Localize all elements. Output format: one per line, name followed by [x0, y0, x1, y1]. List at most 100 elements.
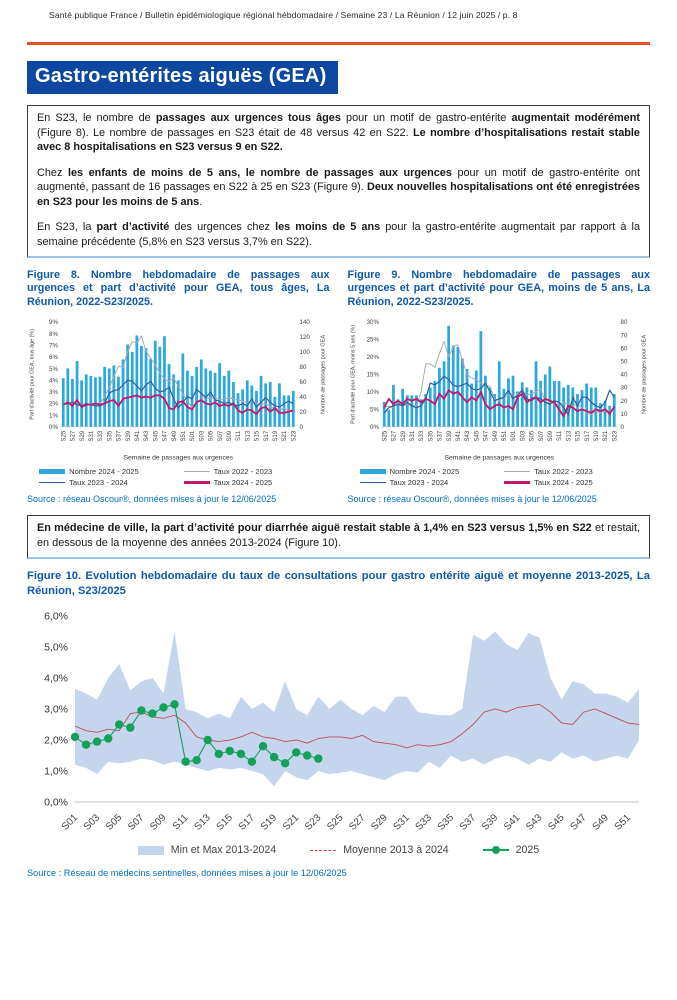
svg-text:140: 140 — [300, 320, 311, 327]
svg-text:S39: S39 — [126, 431, 132, 442]
svg-text:S51: S51 — [181, 431, 187, 442]
legend-item-bar: Nombre 2024 - 2025 — [39, 467, 179, 476]
svg-text:4,0%: 4,0% — [44, 673, 68, 685]
svg-text:30: 30 — [620, 385, 627, 392]
legend-item-area: Min et Max 2013-2024 — [137, 844, 276, 856]
ville-box: En médecine de ville, la part d’activité… — [27, 515, 650, 560]
svg-text:Part d'activité pour GEA, tous: Part d'activité pour GEA, tous âge (%) — [29, 329, 35, 420]
svg-text:S47: S47 — [568, 812, 589, 833]
svg-text:S01: S01 — [60, 812, 81, 833]
legend-label: Moyenne 2013 à 2024 — [343, 844, 449, 857]
svg-text:S39: S39 — [446, 431, 452, 442]
svg-text:S31: S31 — [392, 812, 413, 833]
legend-item-dash: Moyenne 2013 à 2024 — [310, 844, 449, 857]
svg-text:S09: S09 — [227, 431, 233, 442]
svg-text:S19: S19 — [273, 431, 279, 442]
svg-text:S37: S37 — [437, 431, 443, 442]
svg-text:S41: S41 — [456, 431, 462, 442]
svg-text:0: 0 — [300, 424, 304, 431]
svg-text:S27: S27 — [71, 431, 77, 442]
svg-text:S23: S23 — [303, 812, 324, 833]
svg-text:S49: S49 — [591, 812, 612, 833]
legend-label: Taux 2022 - 2023 — [534, 467, 593, 477]
svg-text:S11: S11 — [236, 431, 242, 442]
legend-swatch — [482, 846, 509, 855]
legend-item-line: Taux 2024 - 2025 — [504, 478, 638, 487]
legend-swatch — [39, 481, 66, 484]
svg-text:1%: 1% — [49, 413, 58, 420]
svg-text:S31: S31 — [410, 431, 416, 442]
svg-text:60: 60 — [300, 380, 307, 387]
svg-text:S45: S45 — [546, 812, 567, 833]
svg-text:S13: S13 — [192, 812, 213, 833]
figures-row: Figure 8. Nombre hebdomadaire de passage… — [27, 269, 650, 504]
svg-text:S45: S45 — [153, 431, 159, 442]
legend-item-line: Taux 2023 - 2024 — [359, 478, 500, 487]
svg-text:60: 60 — [620, 346, 627, 353]
svg-text:S01: S01 — [511, 431, 517, 442]
svg-text:S25: S25 — [382, 431, 388, 442]
svg-text:0,0%: 0,0% — [44, 797, 68, 809]
legend-label: Taux 2022 - 2023 — [213, 467, 273, 477]
svg-text:S39: S39 — [480, 812, 501, 833]
svg-text:S11: S11 — [557, 431, 563, 442]
svg-text:0: 0 — [620, 424, 624, 431]
svg-text:1,0%: 1,0% — [44, 766, 68, 778]
paragraph: Chez les enfants de moins de 5 ans, le n… — [37, 166, 641, 208]
svg-text:S29: S29 — [400, 431, 406, 442]
svg-text:2%: 2% — [49, 401, 58, 408]
fig10-chart: 0,0% 1,0% 2,0% 3,0% 4,0% 5,0% 6,0% S01 S03 S05 S07… — [44, 611, 640, 833]
svg-text:S31: S31 — [89, 431, 95, 442]
svg-text:S51: S51 — [613, 812, 634, 833]
legend-label: Taux 2023 - 2024 — [69, 478, 128, 488]
svg-text:S37: S37 — [458, 812, 479, 833]
legend-label: 2025 — [515, 844, 540, 857]
svg-text:S33: S33 — [414, 812, 435, 833]
svg-text:20: 20 — [300, 409, 307, 416]
fig8-chart: 0% 1% 2% 3% 4% 5% 6% 7% 8% 9% 0 20 40 60 80 100 120 140 S2… — [29, 320, 326, 463]
svg-text:120: 120 — [300, 335, 311, 342]
svg-text:S17: S17 — [584, 431, 590, 442]
svg-text:S09: S09 — [148, 812, 169, 833]
fig10-caption: Figure 10. Evolution hebdomadaire du tau… — [27, 570, 650, 597]
svg-text:Semaine de passages aux urgenc: Semaine de passages aux urgences — [444, 455, 554, 462]
figure9-block: Figure 9. Nombre hebdomadaire de passage… — [348, 269, 651, 504]
svg-text:50: 50 — [620, 359, 627, 366]
svg-text:S21: S21 — [603, 431, 609, 442]
svg-text:S49: S49 — [172, 431, 178, 442]
svg-text:S27: S27 — [347, 812, 368, 833]
fig9-source: Source : réseau Oscour®, données mises à… — [347, 494, 597, 505]
figure8-block: Figure 8. Nombre hebdomadaire de passage… — [27, 269, 330, 504]
svg-text:4%: 4% — [49, 378, 58, 385]
paragraph: En S23, la part d’activité des urgences … — [37, 221, 641, 248]
legend-label: Taux 2024 - 2025 — [534, 478, 593, 488]
legend-item-dot: 2025 — [482, 844, 540, 857]
svg-text:S17: S17 — [264, 431, 270, 442]
legend-swatch — [137, 845, 164, 855]
svg-text:100: 100 — [300, 350, 311, 357]
fig8-legend: Nombre 2024 - 2025 Taux 2022 - 2023 Taux 2… — [39, 467, 317, 487]
svg-text:S15: S15 — [215, 812, 236, 833]
svg-text:9%: 9% — [49, 320, 58, 327]
svg-text:40: 40 — [300, 395, 307, 402]
legend-item-line: Taux 2022 - 2023 — [504, 467, 638, 476]
legend-swatch — [359, 481, 386, 484]
fig10-source: Source : Réseau de médecins sentinelles,… — [27, 868, 347, 879]
svg-text:0%: 0% — [49, 424, 58, 431]
fig8-caption: Figure 8. Nombre hebdomadaire de passage… — [27, 269, 330, 308]
svg-text:S33: S33 — [98, 431, 104, 442]
svg-text:S13: S13 — [245, 431, 251, 442]
legend-swatch — [310, 849, 337, 851]
legend-item-line: Taux 2024 - 2025 — [183, 478, 318, 487]
orange-rule — [27, 42, 650, 45]
svg-text:S23: S23 — [612, 431, 618, 442]
svg-text:S29: S29 — [369, 812, 390, 833]
svg-text:S51: S51 — [502, 431, 508, 442]
svg-text:S23: S23 — [291, 431, 297, 442]
svg-text:S07: S07 — [126, 812, 147, 833]
svg-text:15%: 15% — [366, 372, 379, 379]
svg-text:S25: S25 — [325, 812, 346, 833]
svg-text:S07: S07 — [538, 431, 544, 442]
svg-text:S21: S21 — [282, 431, 288, 442]
